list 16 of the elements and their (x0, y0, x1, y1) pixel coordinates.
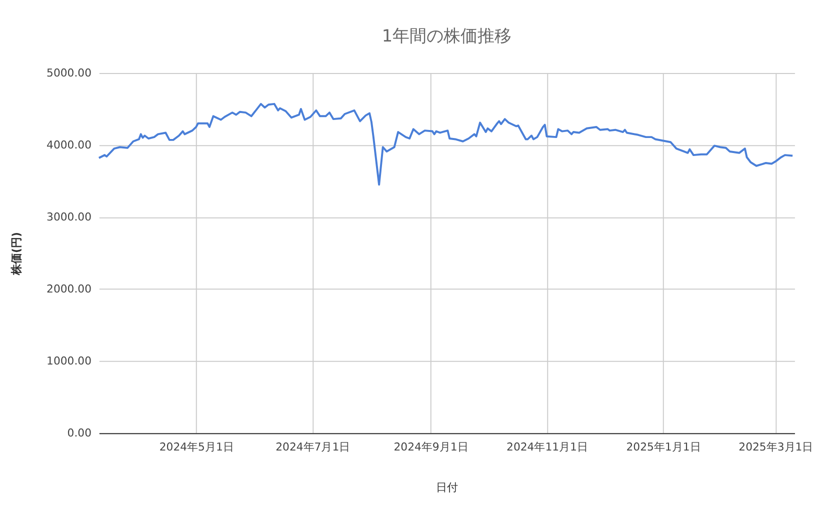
y-tick-label: 4000.00 (46, 138, 92, 152)
x-tick-label: 2025年3月1日 (738, 440, 814, 454)
y-tick-label: 1000.00 (46, 354, 92, 368)
x-tick-label: 2024年7月1日 (276, 440, 350, 454)
chart-title: 1年間の株価推移 (382, 25, 512, 46)
line-series (98, 102, 794, 186)
y-axis-title: 株価(円) (10, 232, 23, 276)
x-axis-title: 日付 (436, 480, 458, 494)
x-tick-label: 2024年11月1日 (506, 440, 588, 454)
y-tick-label: 2000.00 (46, 282, 92, 296)
x-tick-label: 2025年1月1日 (626, 440, 701, 454)
y-tick-label: 0.00 (67, 426, 92, 440)
y-tick-label: 5000.00 (46, 66, 92, 80)
x-tick-label: 2024年5月1日 (159, 440, 234, 454)
x-tick-label: 2024年9月1日 (394, 440, 468, 454)
y-tick-label: 3000.00 (46, 210, 92, 224)
